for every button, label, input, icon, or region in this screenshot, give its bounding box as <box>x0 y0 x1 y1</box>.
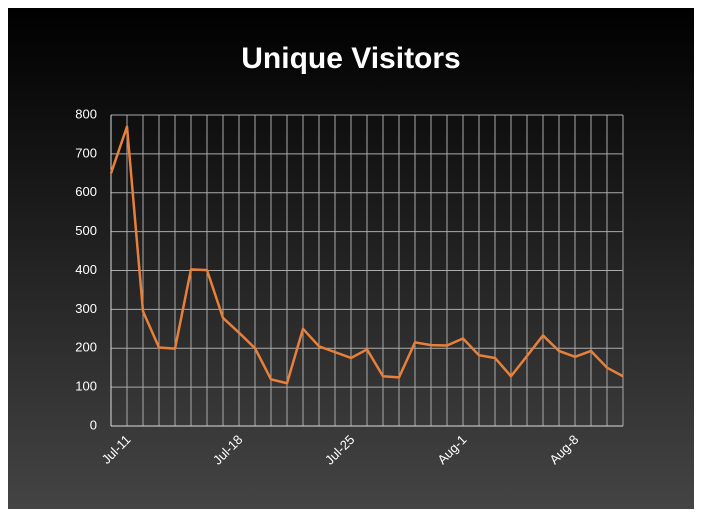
y-tick-label: 600 <box>75 184 97 199</box>
y-tick-label: 800 <box>75 106 97 121</box>
y-tick-label: 200 <box>75 340 97 355</box>
y-tick-label: 400 <box>75 262 97 277</box>
y-tick-label: 100 <box>75 379 97 394</box>
y-tick-label: 500 <box>75 223 97 238</box>
y-tick-label: 700 <box>75 145 97 160</box>
line-series <box>109 125 624 385</box>
y-tick-label: 300 <box>75 301 97 316</box>
chart-title: Unique Visitors <box>241 42 461 75</box>
y-tick-label: 0 <box>90 417 97 432</box>
